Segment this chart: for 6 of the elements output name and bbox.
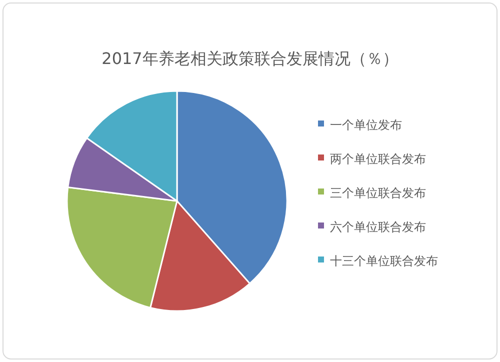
legend-label: 一个单位发布	[330, 118, 402, 132]
legend-label: 两个单位联合发布	[330, 152, 426, 166]
chart-title: 2017年养老相关政策联合发展情况（％）	[102, 49, 398, 68]
legend-label: 十三个单位联合发布	[330, 254, 438, 268]
legend-label: 三个单位联合发布	[330, 186, 426, 200]
legend-label: 六个单位联合发布	[330, 220, 426, 234]
